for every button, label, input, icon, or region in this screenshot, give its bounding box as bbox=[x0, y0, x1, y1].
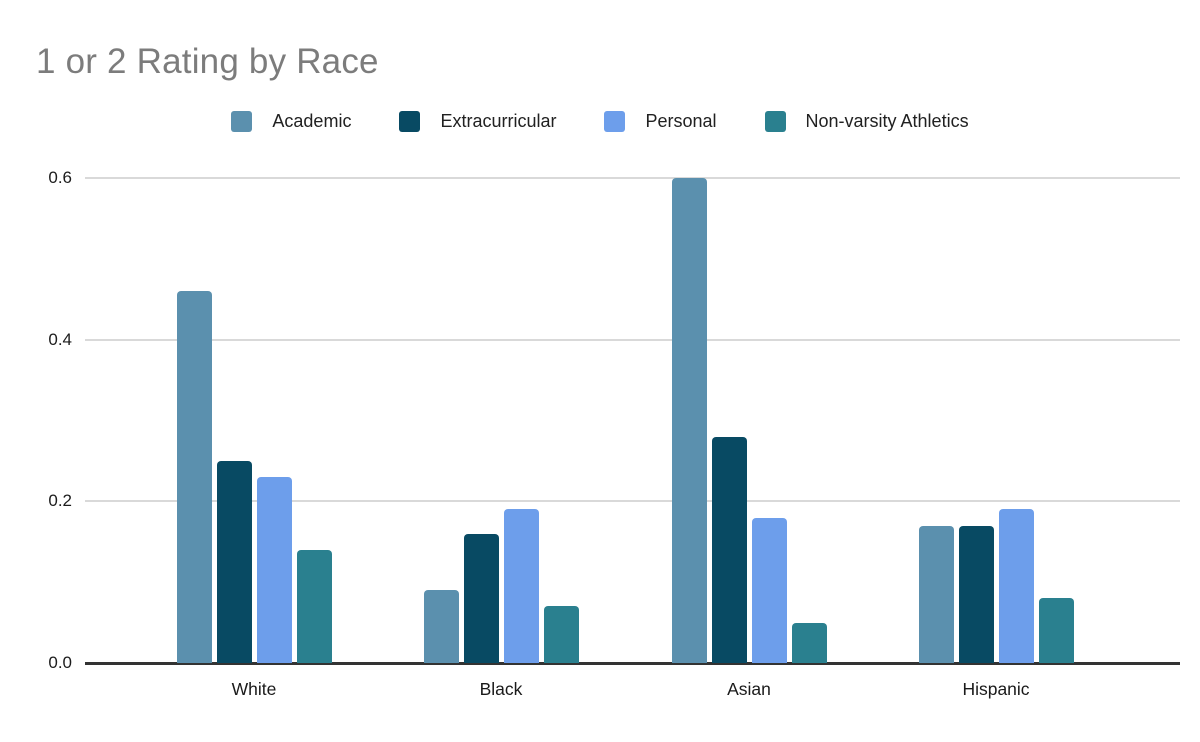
gridline bbox=[85, 177, 1180, 180]
bar-white-personal bbox=[257, 477, 292, 663]
bar-asian-personal bbox=[752, 518, 787, 663]
x-category-label: Hispanic bbox=[962, 679, 1030, 699]
bar-hispanic-extracurricular bbox=[959, 526, 994, 663]
y-tick-label: 0.6 bbox=[48, 168, 72, 188]
legend-label: Non-varsity Athletics bbox=[805, 111, 969, 131]
bar-black-non-varsity-athletics bbox=[544, 606, 579, 663]
legend-swatch-icon bbox=[231, 110, 253, 132]
bar-white-non-varsity-athletics bbox=[297, 550, 332, 663]
x-category-label: White bbox=[231, 679, 277, 699]
y-tick-label: 0.2 bbox=[48, 491, 72, 511]
bar-hispanic-non-varsity-athletics bbox=[1039, 598, 1074, 663]
bar-black-extracurricular bbox=[464, 534, 499, 663]
legend-item-academic: Academic bbox=[231, 110, 351, 132]
legend-swatch-icon bbox=[399, 110, 421, 132]
bar-asian-non-varsity-athletics bbox=[792, 623, 827, 663]
y-tick-label: 0.0 bbox=[48, 653, 72, 672]
bar-black-academic bbox=[424, 590, 459, 663]
bar-hispanic-personal bbox=[999, 509, 1034, 663]
gridline bbox=[85, 500, 1180, 503]
legend-swatch-icon bbox=[604, 110, 626, 132]
legend-item-personal: Personal bbox=[604, 110, 717, 132]
bar-black-personal bbox=[504, 509, 539, 663]
legend-label: Personal bbox=[645, 111, 717, 131]
x-category-label: Black bbox=[479, 679, 523, 699]
bar-white-extracurricular bbox=[217, 461, 252, 663]
y-tick-label: 0.4 bbox=[48, 329, 72, 349]
x-category-label: Asian bbox=[727, 679, 771, 699]
legend-label: Academic bbox=[272, 111, 352, 131]
bar-white-academic bbox=[177, 291, 212, 663]
legend-item-non-varsity-athletics: Non-varsity Athletics bbox=[764, 110, 969, 132]
legend-swatch-icon bbox=[764, 110, 786, 132]
legend-label: Extracurricular bbox=[440, 111, 557, 131]
gridline bbox=[85, 338, 1180, 341]
bar-asian-extracurricular bbox=[712, 437, 747, 663]
chart-legend: Academic Extracurricular Personal Non-varsi… bbox=[0, 110, 1200, 132]
legend-item-extracurricular: Extracurricular bbox=[399, 110, 556, 132]
x-axis-line bbox=[85, 662, 1180, 665]
bar-hispanic-academic bbox=[919, 526, 954, 663]
chart-title: 1 or 2 Rating by Race bbox=[36, 42, 379, 81]
bar-asian-academic bbox=[672, 178, 707, 663]
